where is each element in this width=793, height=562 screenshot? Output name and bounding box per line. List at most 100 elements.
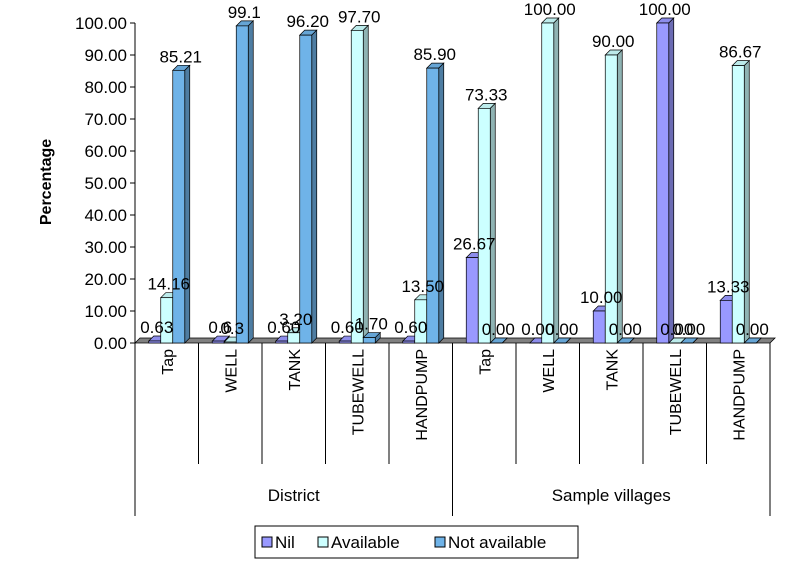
y-tick-label: 10.00	[84, 302, 127, 321]
data-label: 0.00	[672, 320, 705, 339]
legend-box	[254, 525, 579, 559]
bar-not-available	[552, 337, 572, 344]
bar-side-face	[247, 20, 254, 344]
bar-side-face	[756, 337, 762, 344]
legend-swatch	[317, 536, 329, 548]
bar-front-face	[592, 310, 606, 344]
data-label: 10.00	[580, 288, 623, 307]
bar-front-face	[223, 341, 237, 344]
category-label: TUBEWELL	[350, 349, 367, 435]
data-label: 13.33	[707, 277, 750, 296]
category-label: WELL	[223, 349, 240, 393]
data-label: 14.16	[147, 275, 190, 294]
legend-label: Nil	[275, 533, 295, 552]
data-label: 26.67	[453, 235, 496, 254]
bar-front-face	[362, 337, 376, 344]
y-tick-label: 30.00	[84, 238, 127, 257]
bar-available	[477, 102, 497, 344]
bar-not-available	[616, 337, 636, 344]
data-label: 97.70	[338, 7, 381, 26]
legend-swatch	[261, 536, 273, 548]
bar-side-face	[489, 102, 496, 344]
data-label: 90.00	[592, 32, 635, 51]
category-label: HANDPUMP	[731, 349, 748, 441]
bar-available	[540, 17, 560, 344]
bar-front-face	[402, 340, 416, 344]
bar-front-face	[731, 65, 745, 344]
bar-front-face	[719, 299, 733, 344]
bar-side-face	[362, 24, 369, 344]
category-label: HANDPUMP	[414, 349, 431, 441]
data-label: 99.1	[228, 3, 261, 22]
legend-swatch	[434, 536, 446, 548]
group-label: District	[268, 486, 320, 505]
bar-front-face	[541, 22, 555, 344]
bar-side-face	[565, 337, 571, 344]
bar-front-face	[275, 340, 289, 344]
bar-not-available	[171, 64, 191, 344]
bar-not-available	[235, 20, 255, 344]
bar-side-face	[184, 64, 191, 344]
category-label: Tap	[477, 349, 494, 375]
bar-side-face	[743, 59, 750, 344]
data-label: 86.67	[719, 43, 762, 62]
y-tick-label: 60.00	[84, 142, 127, 161]
y-tick-label: 50.00	[84, 174, 127, 193]
bar-front-face	[338, 340, 352, 344]
data-label: 96.20	[286, 12, 329, 31]
bar-front-face	[604, 54, 618, 344]
data-label: 0.00	[736, 320, 769, 339]
bar-not-available	[489, 337, 509, 344]
bar-front-face	[426, 67, 440, 344]
data-label: 0.3	[220, 319, 244, 338]
category-label: TANK	[287, 349, 304, 391]
data-label: 100.00	[524, 0, 576, 19]
data-label: 0.6	[208, 318, 232, 337]
bar-front-face	[148, 340, 162, 344]
category-label: TANK	[604, 349, 621, 391]
data-label: 13.50	[401, 277, 444, 296]
bar-not-available	[298, 29, 318, 344]
bar-front-face	[172, 69, 186, 344]
y-tick-label: 20.00	[84, 270, 127, 289]
category-label: Tap	[160, 349, 177, 375]
bar-side-face	[311, 29, 318, 344]
data-label: 1.70	[355, 315, 388, 334]
group-label: Sample villages	[552, 486, 671, 505]
data-label: 0.63	[140, 318, 173, 337]
bar-not-available	[362, 331, 382, 344]
legend-label: Not available	[448, 533, 546, 552]
bar-side-face	[692, 337, 698, 344]
y-tick-label: 40.00	[84, 206, 127, 225]
bar-front-face	[211, 340, 225, 344]
bar-front-face	[299, 34, 313, 344]
data-label: 85.21	[159, 47, 202, 66]
data-label: 85.90	[413, 45, 456, 64]
data-label: 0.00	[609, 320, 642, 339]
data-label: 0.00	[521, 320, 554, 339]
bar-nil	[655, 17, 675, 344]
data-label: 0.00	[660, 320, 693, 339]
data-label: 0.00	[545, 320, 578, 339]
y-tick-label: 70.00	[84, 110, 127, 129]
data-label: 0.60	[267, 318, 300, 337]
bar-available	[604, 49, 624, 344]
category-label: TUBEWELL	[668, 349, 685, 435]
data-label: 0.60	[394, 318, 427, 337]
bar-not-available	[679, 337, 699, 344]
bar-side-face	[438, 62, 445, 344]
bar-front-face	[350, 30, 364, 344]
bar-not-available	[743, 337, 763, 344]
bar-front-face	[465, 257, 479, 344]
data-label: 73.33	[465, 85, 508, 104]
y-tick-label: 90.00	[84, 46, 127, 65]
y-axis-title: Percentage	[38, 139, 55, 225]
data-label: 0.00	[482, 320, 515, 339]
bar-not-available	[425, 62, 445, 344]
bar-side-face	[553, 17, 560, 344]
bar-side-face	[502, 337, 508, 344]
y-tick-label: 0.00	[94, 334, 127, 353]
bar-available	[731, 59, 751, 344]
bar-front-face	[656, 22, 670, 344]
